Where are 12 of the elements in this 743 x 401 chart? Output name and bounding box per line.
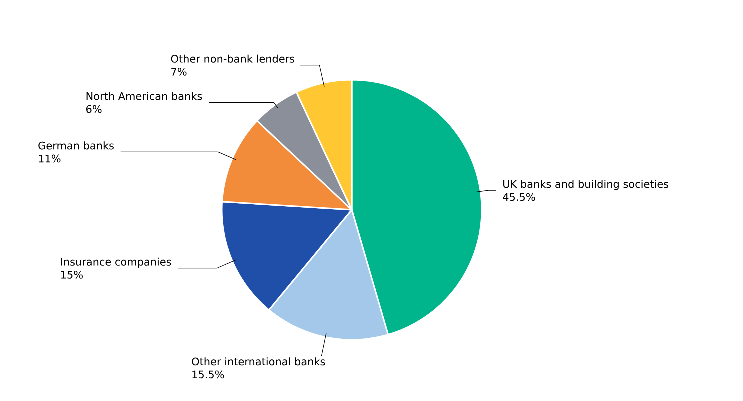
slice-label: UK banks and building societies [504,180,669,190]
data-label: 45.5% [503,193,536,202]
slice-label: German banks [38,142,114,150]
slice-label: Other international banks [192,358,326,366]
data-label: 6% [86,105,102,114]
data-label: 11% [39,154,61,163]
data-label: 15.5% [192,370,224,379]
data-label: 7% [172,68,187,76]
slice-label: Insurance companies [61,258,172,268]
slice-label: North American banks [86,92,202,100]
slice-label: Other non-bank lenders [171,54,295,63]
data-label: 15% [61,270,83,279]
